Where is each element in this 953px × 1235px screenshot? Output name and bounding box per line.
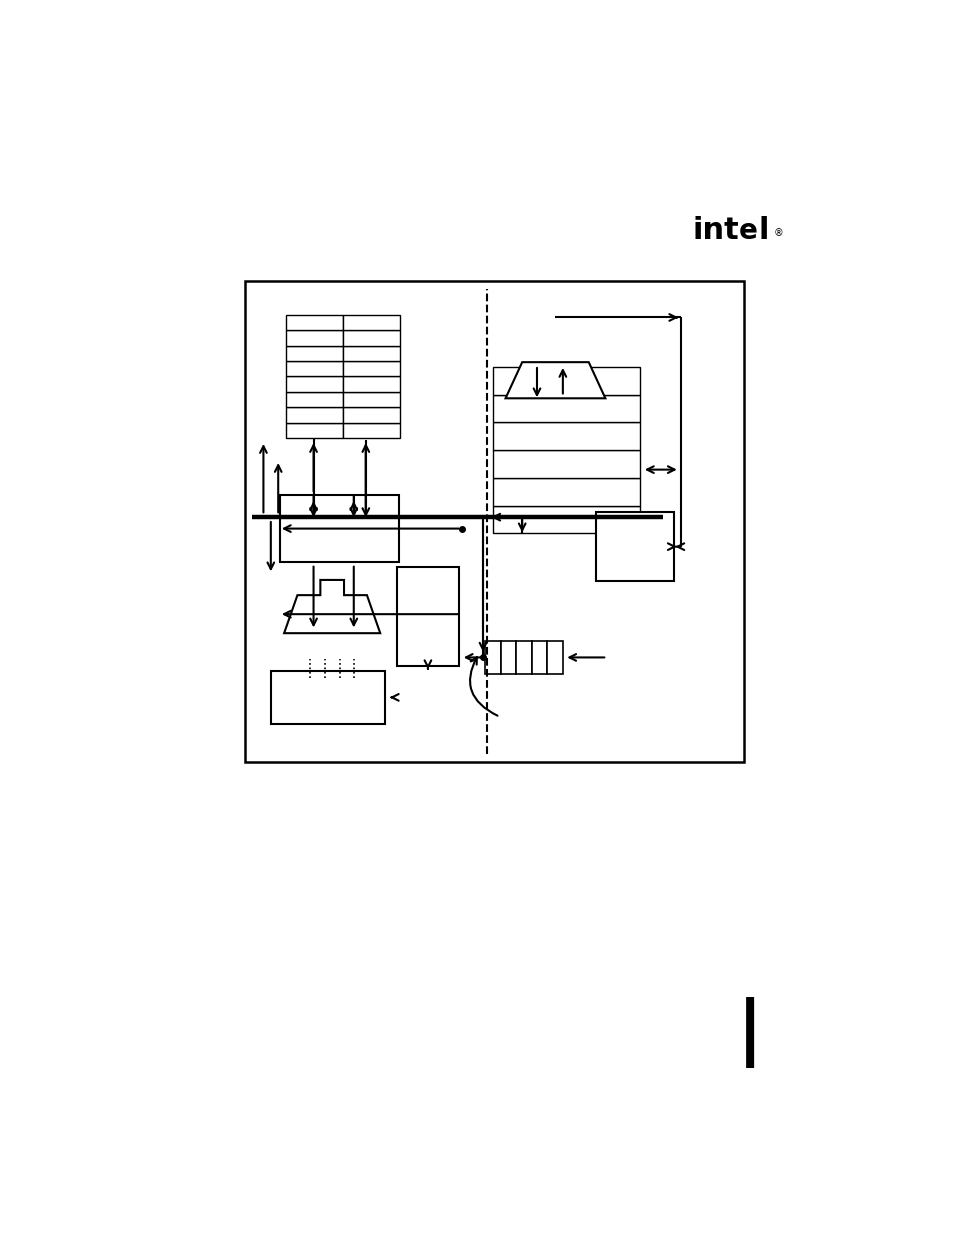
Bar xyxy=(271,672,385,724)
Text: l: l xyxy=(758,216,768,246)
Bar xyxy=(492,505,639,534)
Bar xyxy=(492,450,639,478)
Text: ®: ® xyxy=(773,228,782,238)
Bar xyxy=(492,478,639,505)
Bar xyxy=(342,408,399,422)
Bar xyxy=(285,391,342,408)
Bar xyxy=(531,641,547,674)
Bar xyxy=(500,641,516,674)
Bar xyxy=(285,422,342,438)
Bar xyxy=(285,377,342,391)
Bar xyxy=(516,641,531,674)
Bar xyxy=(285,346,342,361)
Bar xyxy=(280,495,398,562)
Bar xyxy=(342,315,399,330)
Text: |: | xyxy=(736,997,762,1068)
Bar xyxy=(596,513,673,580)
Polygon shape xyxy=(505,362,605,399)
Bar xyxy=(342,346,399,361)
Bar xyxy=(396,567,459,667)
Bar xyxy=(492,422,639,450)
Bar xyxy=(342,330,399,346)
Bar xyxy=(285,330,342,346)
Bar xyxy=(285,315,342,330)
Bar xyxy=(485,641,500,674)
Bar xyxy=(547,641,562,674)
Bar xyxy=(492,367,639,395)
Bar xyxy=(342,377,399,391)
Polygon shape xyxy=(284,580,380,634)
Bar xyxy=(342,361,399,377)
Bar xyxy=(342,422,399,438)
Text: e: e xyxy=(738,217,757,245)
Bar xyxy=(342,391,399,408)
Bar xyxy=(492,395,639,422)
Bar xyxy=(245,282,743,762)
Bar xyxy=(285,408,342,422)
Text: int: int xyxy=(691,216,738,246)
Bar xyxy=(285,361,342,377)
